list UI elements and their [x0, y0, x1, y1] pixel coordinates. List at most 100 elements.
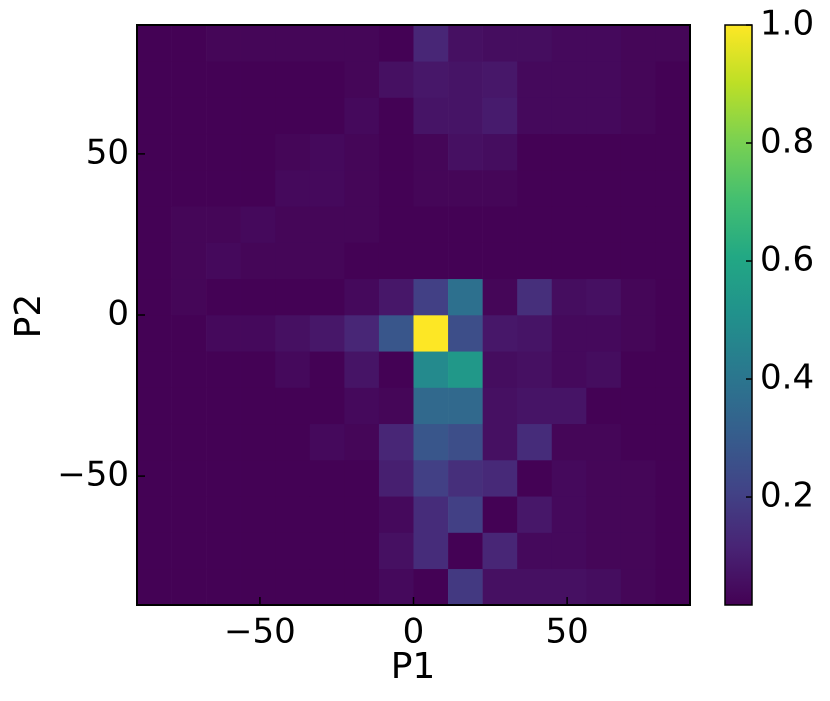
heat-cell: [171, 387, 207, 425]
heat-cell: [275, 351, 311, 388]
heat-cell: [206, 568, 241, 606]
heat-cell: [344, 423, 380, 461]
heat-cell: [655, 387, 691, 425]
heat-cell: [482, 97, 518, 135]
heat-cell: [517, 170, 553, 207]
colorbar-tick-label: 0.2: [760, 476, 814, 516]
heat-cell: [171, 278, 207, 316]
heat-cell: [551, 25, 587, 62]
heat-cell: [240, 423, 276, 461]
heat-cell: [309, 242, 345, 280]
heat-cell: [344, 97, 380, 135]
heat-cell: [171, 315, 207, 352]
y-tick-label: −50: [57, 455, 129, 495]
heat-cell: [206, 351, 241, 388]
heat-cell: [551, 351, 587, 388]
heat-cell: [171, 460, 207, 497]
heat-cell: [378, 25, 414, 62]
heat-cell: [240, 97, 276, 135]
heat-cell: [517, 97, 553, 135]
heat-cell: [586, 133, 622, 171]
heat-cell: [378, 460, 414, 497]
heat-cell: [482, 423, 518, 461]
heat-cell: [655, 532, 691, 570]
heat-cell: [137, 206, 172, 243]
heat-cell: [378, 351, 414, 388]
heat-cell: [517, 496, 553, 533]
heat-cell: [206, 25, 241, 62]
heat-cell: [551, 206, 587, 243]
heat-cell: [517, 206, 553, 243]
heat-cell: [448, 315, 483, 352]
heat-cell: [655, 568, 691, 606]
heat-cell: [482, 351, 518, 388]
heat-cell: [655, 278, 691, 316]
heat-cell: [137, 423, 172, 461]
x-tick-label: 0: [403, 612, 425, 652]
heat-cell: [378, 133, 414, 171]
heat-cell: [137, 351, 172, 388]
heat-cell: [620, 568, 656, 606]
heat-cell: [482, 315, 518, 352]
heat-cell: [171, 133, 207, 171]
heat-cell: [206, 97, 241, 135]
heat-cell: [275, 170, 311, 207]
heat-cell: [206, 242, 241, 280]
heat-cell: [275, 242, 311, 280]
heat-cell: [275, 496, 311, 533]
heat-cell: [378, 278, 414, 316]
heat-cell: [586, 25, 622, 62]
colorbar-tick-label: 1.0: [760, 4, 814, 44]
heat-cell: [240, 532, 276, 570]
heat-cell: [309, 97, 345, 135]
heat-cell: [171, 496, 207, 533]
heat-cell: [240, 170, 276, 207]
heat-cell: [586, 532, 622, 570]
heat-cell: [137, 387, 172, 425]
heat-cell: [309, 315, 345, 352]
heat-cell: [309, 387, 345, 425]
heat-cell: [551, 568, 587, 606]
heat-cell: [551, 278, 587, 316]
y-tick-label: 0: [107, 294, 129, 334]
heat-cell: [655, 133, 691, 171]
heat-cell: [620, 25, 656, 62]
heat-cell: [378, 61, 414, 98]
heat-cell: [171, 61, 207, 98]
heat-cell: [240, 61, 276, 98]
heat-cell: [171, 351, 207, 388]
heat-cell: [448, 387, 483, 425]
heat-cell: [137, 61, 172, 98]
heat-cell: [586, 496, 622, 533]
heat-cell: [517, 387, 553, 425]
heat-cell: [206, 532, 241, 570]
heat-cell: [482, 496, 518, 533]
heat-cell: [171, 206, 207, 243]
heat-cell: [586, 460, 622, 497]
heat-cell: [586, 278, 622, 316]
heat-cell: [586, 97, 622, 135]
heat-cell: [378, 496, 414, 533]
heat-cell: [240, 496, 276, 533]
heat-cell: [240, 568, 276, 606]
heat-cell: [275, 423, 311, 461]
heat-cell: [413, 315, 449, 352]
heat-cell: [378, 387, 414, 425]
heat-cell: [171, 170, 207, 207]
heat-cell: [482, 278, 518, 316]
heat-cell: [517, 242, 553, 280]
heat-cell: [620, 387, 656, 425]
heat-cell: [206, 61, 241, 98]
heat-cell: [240, 387, 276, 425]
heat-cell: [171, 532, 207, 570]
heat-cell: [448, 460, 483, 497]
heat-cell: [344, 315, 380, 352]
heat-cell: [309, 25, 345, 62]
heat-cell: [171, 423, 207, 461]
heat-cell: [448, 278, 483, 316]
heat-cell: [551, 133, 587, 171]
heat-cell: [137, 170, 172, 207]
heat-cell: [344, 61, 380, 98]
heat-cell: [620, 61, 656, 98]
